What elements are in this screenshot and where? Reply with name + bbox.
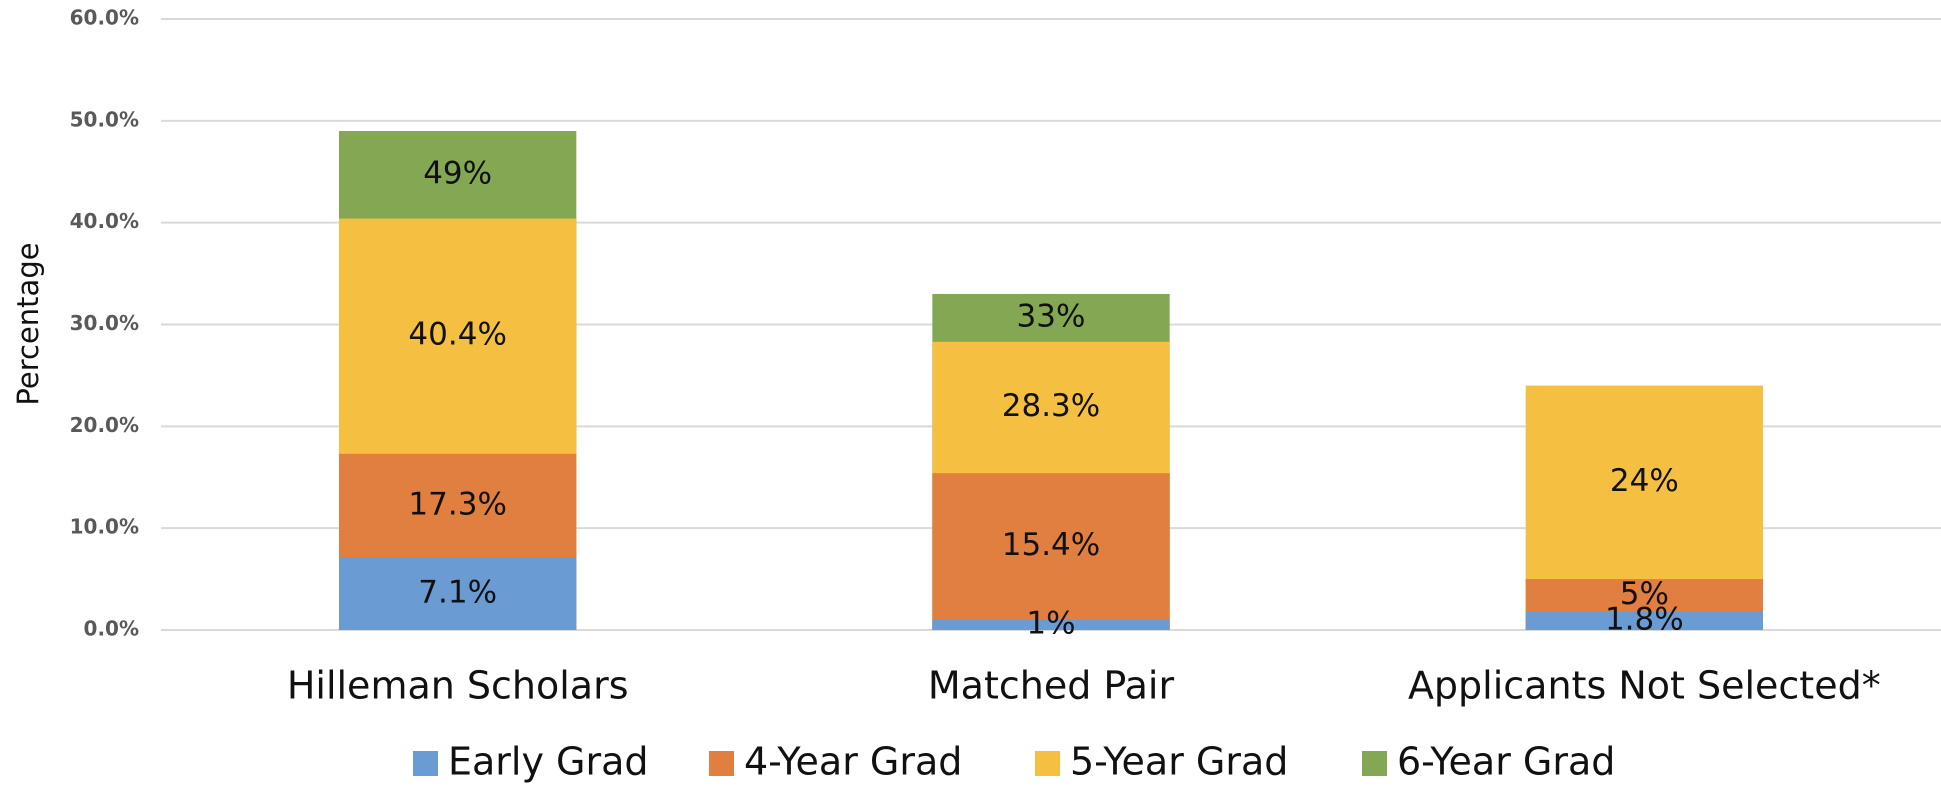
bar xyxy=(339,557,577,630)
data-label: 33% xyxy=(1017,298,1086,334)
legend-swatch xyxy=(413,751,438,776)
x-tick-label: Applicants Not Selected* xyxy=(1408,664,1881,708)
bar xyxy=(932,473,1170,630)
data-label: 1.8% xyxy=(1605,601,1684,637)
legend-label: 5-Year Grad xyxy=(1070,740,1288,784)
y-tick-label: 50.0% xyxy=(70,107,139,131)
x-tick-label: Matched Pair xyxy=(928,664,1175,708)
data-label: 49% xyxy=(423,155,492,191)
y-axis-title: Percentage xyxy=(11,242,45,405)
y-tick-label: 40.0% xyxy=(70,209,139,233)
legend-swatch xyxy=(1035,751,1060,776)
legend-swatch xyxy=(709,751,734,776)
data-label: 15.4% xyxy=(1002,527,1100,563)
data-label: 7.1% xyxy=(418,574,497,610)
data-label: 40.4% xyxy=(408,317,506,353)
bar xyxy=(932,619,1170,630)
data-label: 1% xyxy=(1026,605,1075,641)
data-label: 24% xyxy=(1610,463,1679,499)
y-tick-label: 20.0% xyxy=(70,413,139,437)
legend-label: Early Grad xyxy=(448,740,649,784)
data-label: 28.3% xyxy=(1002,388,1100,424)
y-tick-label: 10.0% xyxy=(70,515,139,539)
data-label: 17.3% xyxy=(408,486,506,522)
x-tick-label: Hilleman Scholars xyxy=(287,664,629,708)
y-tick-label: 60.0% xyxy=(70,6,139,30)
y-tick-label: 30.0% xyxy=(70,311,139,335)
bar xyxy=(1525,611,1763,630)
legend-swatch xyxy=(1362,751,1387,776)
data-label: 5% xyxy=(1620,576,1669,612)
legend-label: 6-Year Grad xyxy=(1397,740,1615,784)
legend-label: 4-Year Grad xyxy=(744,740,962,784)
y-tick-label: 0.0% xyxy=(84,617,139,641)
